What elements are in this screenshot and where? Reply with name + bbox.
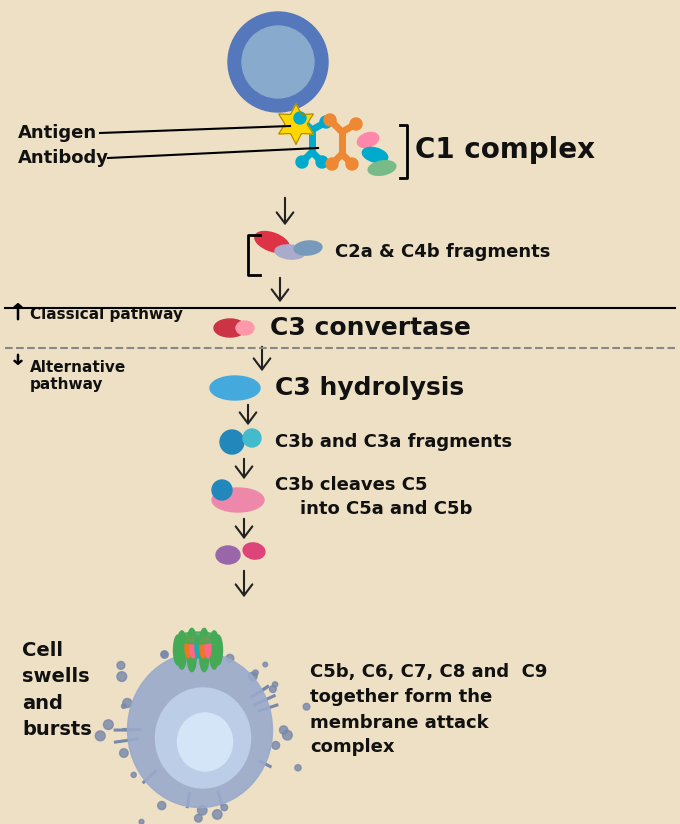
Ellipse shape <box>200 636 206 658</box>
Circle shape <box>295 765 301 771</box>
Text: Cell
swells
and
bursts: Cell swells and bursts <box>22 641 92 739</box>
Ellipse shape <box>200 642 209 672</box>
Ellipse shape <box>209 631 219 661</box>
Circle shape <box>272 742 279 749</box>
Circle shape <box>242 26 314 98</box>
Text: Alternative
pathway: Alternative pathway <box>30 360 126 392</box>
Text: C1 complex: C1 complex <box>415 136 595 164</box>
Text: C3b cleaves C5
    into C5a and C5b: C3b cleaves C5 into C5a and C5b <box>275 476 473 517</box>
Circle shape <box>273 681 277 687</box>
Circle shape <box>103 720 114 729</box>
Ellipse shape <box>209 639 219 669</box>
Circle shape <box>184 652 190 658</box>
Circle shape <box>197 806 207 815</box>
Text: C2a & C4b fragments: C2a & C4b fragments <box>335 243 550 261</box>
Circle shape <box>194 814 202 822</box>
Text: Classical pathway: Classical pathway <box>30 307 183 321</box>
Circle shape <box>213 810 222 819</box>
Text: Antibody: Antibody <box>18 149 109 167</box>
Ellipse shape <box>210 376 260 400</box>
Circle shape <box>221 804 228 811</box>
Circle shape <box>120 749 128 757</box>
Circle shape <box>210 644 219 653</box>
Ellipse shape <box>187 642 197 672</box>
Ellipse shape <box>236 321 254 335</box>
Circle shape <box>316 156 328 168</box>
Ellipse shape <box>177 631 186 661</box>
Polygon shape <box>279 104 313 144</box>
Ellipse shape <box>214 319 246 337</box>
Circle shape <box>226 654 234 662</box>
Circle shape <box>326 158 338 170</box>
Ellipse shape <box>128 653 273 808</box>
Ellipse shape <box>275 245 305 259</box>
Text: C3 convertase: C3 convertase <box>270 316 471 340</box>
Circle shape <box>249 672 257 681</box>
Circle shape <box>131 772 136 778</box>
Text: Antigen: Antigen <box>18 124 97 142</box>
Ellipse shape <box>294 241 322 255</box>
Circle shape <box>207 649 215 658</box>
Ellipse shape <box>200 629 209 658</box>
Circle shape <box>269 686 276 692</box>
Circle shape <box>324 114 336 126</box>
Ellipse shape <box>177 632 219 644</box>
Ellipse shape <box>212 488 264 512</box>
Circle shape <box>139 819 144 824</box>
Circle shape <box>158 802 166 810</box>
Text: C3b and C3a fragments: C3b and C3a fragments <box>275 433 512 451</box>
Circle shape <box>122 704 126 709</box>
Ellipse shape <box>243 543 265 559</box>
Circle shape <box>350 118 362 130</box>
Ellipse shape <box>362 147 388 162</box>
Ellipse shape <box>187 629 197 658</box>
Circle shape <box>161 651 168 658</box>
Circle shape <box>228 12 328 112</box>
Ellipse shape <box>214 635 222 665</box>
Circle shape <box>283 730 292 740</box>
Ellipse shape <box>358 133 379 147</box>
Ellipse shape <box>173 635 182 665</box>
Circle shape <box>263 662 268 667</box>
Ellipse shape <box>177 639 186 669</box>
Ellipse shape <box>368 161 396 176</box>
Circle shape <box>296 156 308 168</box>
Ellipse shape <box>156 688 250 788</box>
Circle shape <box>212 480 232 500</box>
Ellipse shape <box>205 636 211 658</box>
Circle shape <box>279 726 288 734</box>
Circle shape <box>161 651 167 657</box>
Circle shape <box>123 699 132 708</box>
Circle shape <box>95 731 105 741</box>
Circle shape <box>220 430 244 454</box>
Circle shape <box>346 158 358 170</box>
Text: C3 hydrolysis: C3 hydrolysis <box>275 376 464 400</box>
Circle shape <box>243 429 261 447</box>
Ellipse shape <box>185 636 191 658</box>
Text: C5b, C6, C7, C8 and  C9
together form the
membrane attack
complex: C5b, C6, C7, C8 and C9 together form the… <box>310 663 547 756</box>
Ellipse shape <box>177 713 233 771</box>
Circle shape <box>320 116 332 128</box>
Circle shape <box>117 672 126 681</box>
Circle shape <box>253 670 258 676</box>
Circle shape <box>117 662 125 669</box>
Ellipse shape <box>190 636 196 658</box>
Circle shape <box>294 112 306 124</box>
Ellipse shape <box>216 546 240 564</box>
Ellipse shape <box>195 636 201 658</box>
Ellipse shape <box>255 232 289 252</box>
Circle shape <box>303 704 310 710</box>
